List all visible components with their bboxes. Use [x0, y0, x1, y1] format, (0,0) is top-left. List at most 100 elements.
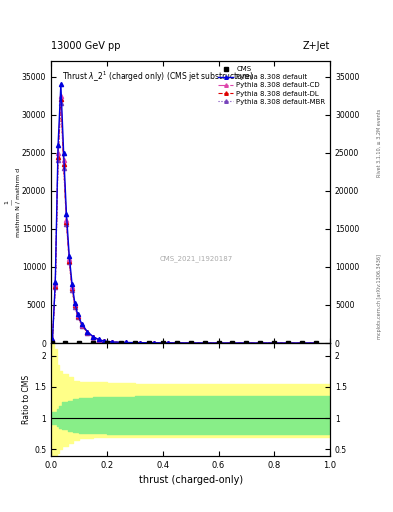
Pythia 8.308 default-MBR: [166, 340, 171, 346]
Pythia 8.308 default-CD: [96, 336, 101, 343]
Pythia 8.308 default: [91, 333, 95, 339]
Pythia 8.308 default: [59, 81, 63, 88]
Pythia 8.308 default: [110, 339, 115, 345]
Pythia 8.308 default-CD: [56, 150, 61, 156]
Line: Pythia 8.308 default: Pythia 8.308 default: [50, 82, 318, 345]
Pythia 8.308 default-CD: [188, 340, 193, 346]
CMS: [146, 340, 151, 346]
Pythia 8.308 default: [67, 252, 72, 259]
Pythia 8.308 default-CD: [152, 340, 157, 346]
Pythia 8.308 default: [96, 336, 101, 343]
CMS: [258, 340, 263, 346]
Pythia 8.308 default-CD: [59, 93, 63, 99]
Pythia 8.308 default-MBR: [64, 221, 69, 227]
Pythia 8.308 default: [64, 210, 69, 217]
Pythia 8.308 default: [124, 339, 129, 346]
Pythia 8.308 default-CD: [314, 340, 318, 346]
Pythia 8.308 default-DL: [53, 283, 58, 289]
Pythia 8.308 default-CD: [124, 339, 129, 346]
CMS: [105, 340, 109, 346]
Pythia 8.308 default-MBR: [300, 340, 305, 346]
Pythia 8.308 default-CD: [102, 338, 107, 344]
CMS: [244, 340, 249, 346]
Pythia 8.308 default-DL: [50, 336, 55, 343]
Pythia 8.308 default-DL: [124, 339, 129, 346]
Pythia 8.308 default: [138, 339, 143, 346]
CMS: [132, 340, 137, 346]
Pythia 8.308 default-CD: [64, 217, 69, 223]
Pythia 8.308 default-MBR: [272, 340, 277, 346]
Pythia 8.308 default-MBR: [53, 284, 58, 290]
Pythia 8.308 default-MBR: [110, 339, 115, 345]
Y-axis label: Ratio to CMS: Ratio to CMS: [22, 375, 31, 424]
Pythia 8.308 default-DL: [102, 338, 107, 344]
Pythia 8.308 default-DL: [272, 340, 277, 346]
Pythia 8.308 default-MBR: [124, 339, 129, 346]
CMS: [50, 340, 55, 346]
Pythia 8.308 default-CD: [166, 340, 171, 346]
CMS: [63, 340, 68, 346]
Pythia 8.308 default-CD: [61, 157, 66, 163]
CMS: [160, 340, 165, 346]
Pythia 8.308 default-CD: [85, 329, 90, 335]
Pythia 8.308 default-DL: [75, 313, 80, 319]
Pythia 8.308 default-MBR: [102, 338, 107, 344]
Pythia 8.308 default-DL: [314, 340, 318, 346]
Y-axis label: mathrm d$^2$N
mathrm d$\lambda$


mathrm d$p_T$
mathrm d

1
—
mathrm N / mathrm : mathrm d$^2$N mathrm d$\lambda$ mathrm d…: [0, 167, 20, 237]
Pythia 8.308 default-DL: [61, 161, 66, 167]
Pythia 8.308 default-DL: [67, 258, 72, 264]
Pythia 8.308 default: [300, 340, 305, 346]
Pythia 8.308 default: [314, 340, 318, 346]
Pythia 8.308 default-CD: [50, 336, 55, 343]
CMS: [202, 340, 207, 346]
Text: Z+Jet: Z+Jet: [303, 40, 330, 51]
Pythia 8.308 default: [79, 321, 84, 327]
Pythia 8.308 default-MBR: [152, 340, 157, 346]
Pythia 8.308 default: [61, 150, 66, 156]
Pythia 8.308 default-MBR: [216, 340, 221, 346]
Pythia 8.308 default-CD: [91, 334, 95, 340]
Pythia 8.308 default-MBR: [61, 165, 66, 171]
Legend: CMS, Pythia 8.308 default, Pythia 8.308 default-CD, Pythia 8.308 default-DL, Pyt: CMS, Pythia 8.308 default, Pythia 8.308 …: [217, 65, 327, 106]
Pythia 8.308 default: [70, 281, 74, 287]
Pythia 8.308 default: [166, 340, 171, 346]
Pythia 8.308 default-DL: [152, 340, 157, 346]
Pythia 8.308 default-MBR: [314, 340, 318, 346]
Pythia 8.308 default-MBR: [244, 340, 249, 346]
Pythia 8.308 default-MBR: [72, 304, 77, 310]
Pythia 8.308 default: [75, 311, 80, 317]
Pythia 8.308 default-CD: [79, 322, 84, 328]
CMS: [188, 340, 193, 346]
Pythia 8.308 default-MBR: [59, 100, 63, 106]
Pythia 8.308 default-CD: [70, 284, 74, 290]
CMS: [230, 340, 235, 346]
Pythia 8.308 default: [53, 279, 58, 285]
CMS: [216, 340, 221, 346]
Pythia 8.308 default-CD: [300, 340, 305, 346]
Pythia 8.308 default-CD: [216, 340, 221, 346]
Pythia 8.308 default-CD: [67, 256, 72, 262]
Pythia 8.308 default-DL: [91, 334, 95, 340]
Pythia 8.308 default-DL: [188, 340, 193, 346]
Pythia 8.308 default-MBR: [188, 340, 193, 346]
Pythia 8.308 default-DL: [244, 340, 249, 346]
Pythia 8.308 default-DL: [79, 322, 84, 328]
Pythia 8.308 default-MBR: [91, 334, 95, 340]
Text: mcplots.cern.ch [arXiv:1306.3436]: mcplots.cern.ch [arXiv:1306.3436]: [377, 254, 382, 339]
Pythia 8.308 default-CD: [244, 340, 249, 346]
Pythia 8.308 default-DL: [59, 96, 63, 102]
CMS: [286, 340, 291, 346]
Pythia 8.308 default-DL: [96, 337, 101, 343]
Pythia 8.308 default-DL: [70, 285, 74, 291]
Pythia 8.308 default-MBR: [67, 259, 72, 265]
Pythia 8.308 default-CD: [72, 301, 77, 307]
Text: Thrust $\lambda\_2^1$ (charged only) (CMS jet substructure): Thrust $\lambda\_2^1$ (charged only) (CM…: [62, 70, 254, 84]
Pythia 8.308 default: [72, 300, 77, 306]
Pythia 8.308 default-DL: [300, 340, 305, 346]
Pythia 8.308 default-DL: [85, 329, 90, 335]
Pythia 8.308 default-DL: [110, 339, 115, 345]
Pythia 8.308 default-MBR: [96, 337, 101, 343]
Pythia 8.308 default-DL: [72, 302, 77, 308]
Pythia 8.308 default-MBR: [70, 287, 74, 293]
Pythia 8.308 default: [272, 340, 277, 346]
